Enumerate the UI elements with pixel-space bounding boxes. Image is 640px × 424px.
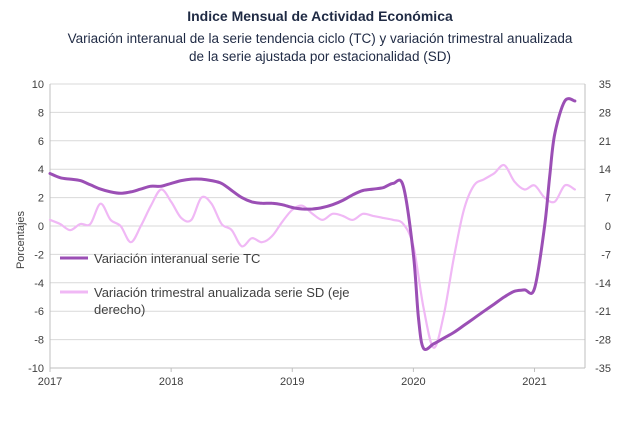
legend-label-tc: Variación interanual serie TC (94, 251, 260, 266)
y-tick-label-right: 14 (599, 164, 611, 176)
y-tick-label-left: 10 (32, 79, 44, 91)
x-tick-label: 2017 (38, 376, 62, 388)
y-tick-label-left: 4 (38, 164, 44, 176)
y-tick-label-left: -2 (34, 249, 44, 261)
x-tick-label: 2021 (522, 376, 546, 388)
y-tick-label-right: -7 (601, 249, 611, 261)
y-tick-label-left: -4 (34, 278, 44, 290)
y-tick-label-left: -6 (34, 306, 44, 318)
legend-label-sd: Variación trimestral anualizada serie SD… (94, 285, 350, 317)
y-tick-label-left: 8 (38, 107, 44, 119)
y-tick-label-left: -10 (28, 363, 44, 375)
legend-label-sd-line1: Variación trimestral anualizada serie SD… (94, 285, 350, 300)
series-lines (48, 97, 577, 351)
x-tick-label: 2020 (401, 376, 425, 388)
axes: 10 8 6 4 2 0 -2 -4 -6 -8 -10 35 28 21 14 7 0 -7 -14 -21 -28 -… (28, 79, 611, 388)
legend-label-sd-line2: derecho) (94, 302, 145, 317)
chart-subtitle-line1: Variación interanual de la serie tendenc… (67, 31, 573, 46)
y-axis-label: Porcentajes (15, 210, 27, 269)
series-line-tc (48, 97, 577, 351)
y-tick-label-right: -14 (595, 278, 611, 290)
y-tick-label-left: 6 (38, 136, 44, 148)
y-tick-label-right: 35 (599, 79, 611, 91)
legend: Variación interanual serie TC Variación t… (60, 251, 350, 317)
y-tick-label-right: 0 (605, 221, 611, 233)
y-tick-label-right: -35 (595, 363, 611, 375)
y-tick-label-right: -28 (595, 335, 611, 347)
series-line-sd (48, 163, 576, 349)
y-tick-label-right: -21 (595, 306, 611, 318)
y-tick-label-right: 7 (605, 193, 611, 205)
y-tick-label-right: 21 (599, 136, 611, 148)
chart-title: Indice Mensual de Actividad Económica (187, 8, 453, 24)
y-tick-label-right: 28 (599, 107, 611, 119)
chart-subtitle-line2: de la serie ajustada por estacionalidad … (189, 49, 451, 64)
x-tick-label: 2019 (280, 376, 304, 388)
y-tick-label-left: -8 (34, 335, 44, 347)
y-tick-label-left: 2 (38, 193, 44, 205)
grid-lines (50, 83, 585, 369)
x-tick-label: 2018 (159, 376, 183, 388)
y-tick-label-left: 0 (38, 221, 44, 233)
